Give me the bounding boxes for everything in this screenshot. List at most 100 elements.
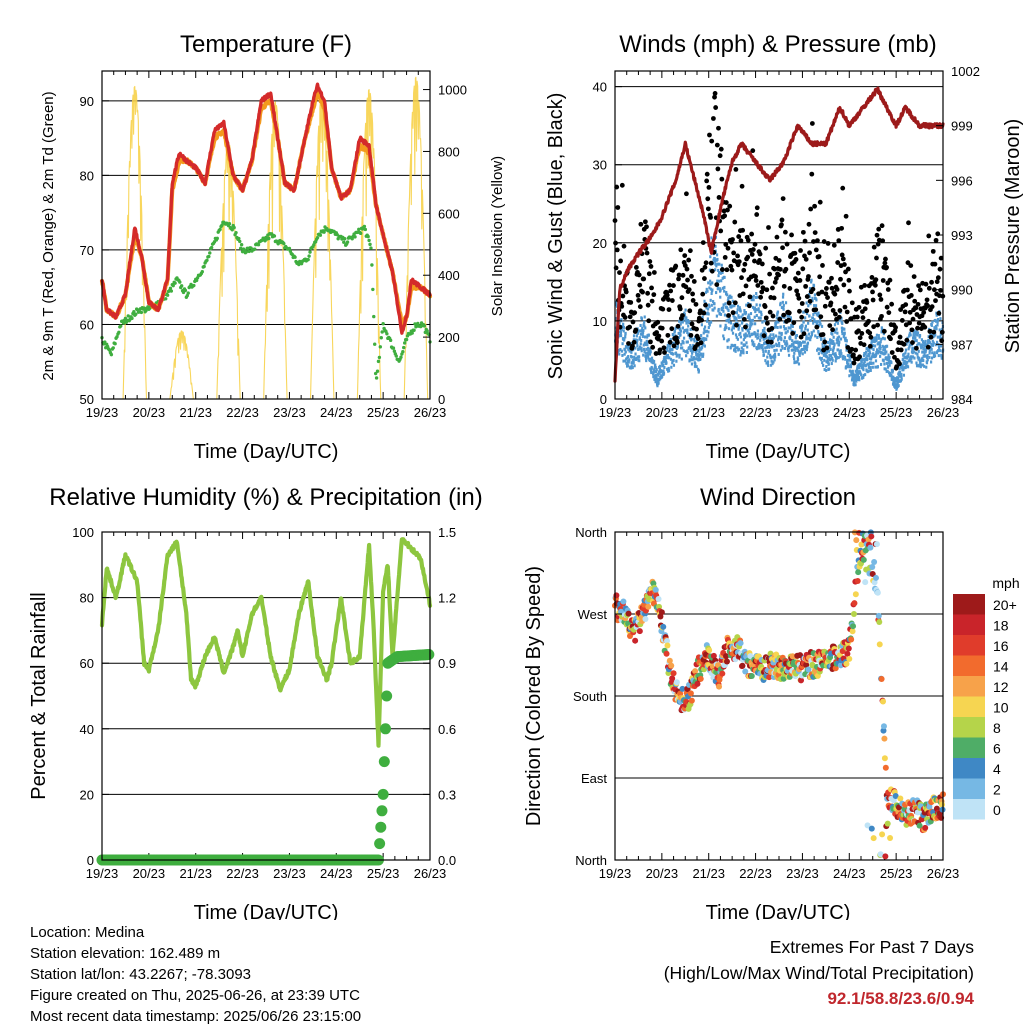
sonic-point bbox=[818, 356, 822, 360]
sonic-point bbox=[650, 356, 654, 360]
sonic-point bbox=[680, 342, 683, 346]
sonic-point bbox=[930, 347, 933, 351]
sonic-point bbox=[910, 360, 913, 364]
gust-point bbox=[938, 255, 944, 261]
direction-point bbox=[664, 638, 671, 645]
gust-point bbox=[719, 267, 725, 272]
dewpoint-point bbox=[345, 240, 350, 244]
sonic-point bbox=[935, 311, 938, 315]
sonic-point bbox=[726, 345, 729, 349]
dewpoint-point bbox=[179, 284, 184, 288]
gust-point bbox=[930, 248, 936, 254]
sonic-point bbox=[809, 319, 812, 323]
rh-xtick-label-3: 22/23 bbox=[226, 866, 259, 881]
gust-point bbox=[645, 302, 651, 308]
dewpoint-point bbox=[192, 283, 196, 288]
gust-point bbox=[758, 279, 764, 285]
sonic-point bbox=[698, 353, 701, 357]
precip-point bbox=[378, 756, 390, 768]
solar-day-1 bbox=[169, 330, 194, 400]
sonic-point bbox=[748, 327, 751, 331]
gust-point bbox=[793, 257, 799, 262]
sonic-point bbox=[883, 337, 886, 341]
sonic-point bbox=[662, 363, 665, 367]
sonic-point bbox=[879, 362, 883, 366]
sonic-point bbox=[717, 268, 720, 272]
sonic-point bbox=[719, 295, 722, 299]
sonic-point bbox=[759, 338, 762, 342]
direction-point bbox=[645, 603, 652, 610]
gust-point bbox=[739, 183, 745, 189]
gust-point bbox=[800, 229, 806, 235]
gust-point bbox=[840, 256, 846, 262]
legend-swatch-14 bbox=[953, 655, 985, 676]
sonic-point bbox=[715, 314, 718, 318]
dir-xtick-label-4: 23/23 bbox=[786, 866, 819, 881]
sonic-point bbox=[906, 365, 910, 369]
gust-point bbox=[882, 260, 888, 266]
sonic-point bbox=[684, 319, 687, 323]
sonic-point bbox=[657, 373, 660, 377]
sonic-point bbox=[716, 279, 719, 283]
sonic-point bbox=[644, 357, 648, 361]
precip-point bbox=[379, 723, 391, 735]
gust-point bbox=[620, 293, 626, 299]
gust-point bbox=[684, 191, 689, 197]
sonic-point bbox=[737, 325, 740, 329]
dewpoint-point bbox=[282, 241, 286, 246]
sonic-point bbox=[767, 349, 770, 353]
dewpoint-point bbox=[362, 224, 367, 229]
gust-point bbox=[836, 314, 842, 320]
sonic-point bbox=[688, 320, 691, 324]
sonic-point bbox=[668, 350, 671, 354]
gust-point bbox=[659, 325, 665, 331]
gust-point bbox=[829, 275, 834, 281]
direction-point bbox=[742, 668, 749, 675]
gust-point bbox=[730, 310, 736, 316]
gust-point bbox=[939, 329, 945, 335]
sonic-point bbox=[779, 348, 783, 352]
sonic-point bbox=[682, 349, 685, 353]
gust-point bbox=[789, 232, 794, 238]
sonic-point bbox=[922, 347, 925, 351]
sonic-point bbox=[652, 359, 656, 363]
sonic-point bbox=[823, 337, 826, 341]
dewpoint-point bbox=[173, 281, 177, 285]
winds-ylabel: Sonic Wind & Gust (Blue, Black) bbox=[545, 93, 567, 380]
direction-point bbox=[666, 657, 673, 664]
sonic-point bbox=[727, 338, 730, 342]
sonic-point bbox=[813, 304, 816, 308]
gust-point bbox=[927, 329, 933, 334]
sonic-point bbox=[766, 360, 770, 364]
gust-point bbox=[839, 252, 845, 258]
rh-y2tick-label-2: 0.6 bbox=[438, 722, 456, 737]
gust-point bbox=[754, 205, 760, 211]
sonic-point bbox=[826, 358, 829, 362]
gust-point bbox=[648, 264, 654, 269]
direction-point bbox=[673, 679, 680, 686]
temperature-xlabel: Time (Day/UTC) bbox=[194, 441, 339, 463]
temp-xtick-label-6: 25/23 bbox=[367, 405, 400, 420]
sonic-point bbox=[695, 365, 698, 369]
dewpoint-point bbox=[244, 250, 249, 254]
wind-ytick-label-0: 0 bbox=[600, 392, 607, 407]
gust-point bbox=[741, 316, 747, 322]
gust-point bbox=[705, 196, 711, 202]
sonic-point bbox=[842, 335, 845, 339]
sonic-point bbox=[666, 348, 669, 352]
sonic-point bbox=[729, 345, 732, 349]
sonic-point bbox=[853, 383, 856, 387]
gust-point bbox=[767, 309, 773, 315]
sonic-point bbox=[838, 352, 841, 356]
temp-ytick-label-4: 90 bbox=[80, 94, 94, 109]
sonic-point bbox=[671, 352, 675, 356]
sonic-point bbox=[881, 344, 884, 348]
gust-point bbox=[686, 287, 692, 293]
sonic-point bbox=[685, 354, 688, 358]
extremes-subtitle: (High/Low/Max Wind/Total Precipitation) bbox=[663, 963, 974, 983]
sonic-point bbox=[672, 363, 676, 367]
gust-point bbox=[758, 294, 764, 300]
dewpoint-point bbox=[134, 312, 138, 316]
dewpoint-point bbox=[238, 246, 243, 251]
sonic-point bbox=[811, 296, 814, 300]
